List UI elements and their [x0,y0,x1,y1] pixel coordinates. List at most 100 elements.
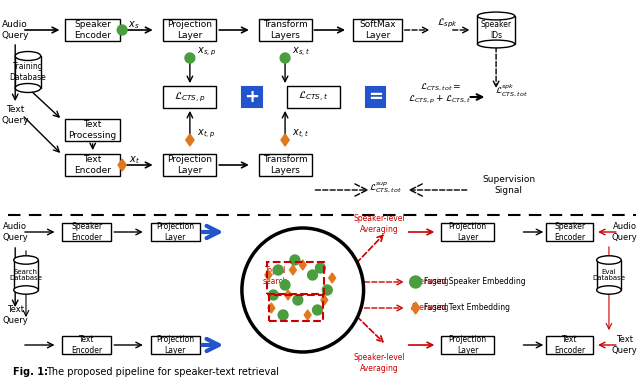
FancyBboxPatch shape [62,223,111,241]
FancyBboxPatch shape [150,223,200,241]
Text: Projection
Layer: Projection Layer [156,335,194,355]
FancyBboxPatch shape [15,56,41,88]
Circle shape [280,280,290,290]
FancyBboxPatch shape [242,87,262,107]
Circle shape [290,255,300,265]
FancyBboxPatch shape [150,336,200,354]
Text: The proposed pipeline for speaker-text retrieval: The proposed pipeline for speaker-text r… [45,367,278,377]
Text: Transform
Layers: Transform Layers [262,155,307,175]
Text: $\mathcal{L}_{CTS,tot} =$
$\mathcal{L}_{CTS,p}+\mathcal{L}_{CTS,t}$: $\mathcal{L}_{CTS,tot} =$ $\mathcal{L}_{… [408,82,472,106]
Text: $\mathcal{L}_{spk}$: $\mathcal{L}_{spk}$ [437,16,458,30]
Text: Audio
Query: Audio Query [1,20,29,40]
Circle shape [293,295,303,305]
Text: Projection
Layer: Projection Layer [449,222,486,242]
Circle shape [117,25,127,35]
Text: Projection
Layer: Projection Layer [449,335,486,355]
Circle shape [308,270,317,280]
Ellipse shape [477,40,515,48]
Text: Text
Query: Text Query [1,105,29,125]
Text: Fused Text Embedding: Fused Text Embedding [424,304,511,312]
Polygon shape [304,310,311,320]
Circle shape [410,276,422,288]
Circle shape [242,228,364,352]
Text: $x_{s,p}$: $x_{s,p}$ [196,46,216,58]
Text: $x_{t,t}$: $x_{t,t}$ [292,127,309,141]
Polygon shape [118,159,126,171]
Circle shape [273,265,283,275]
Polygon shape [289,265,296,275]
Text: Eval
Database: Eval Database [593,269,625,282]
Circle shape [312,305,323,315]
FancyBboxPatch shape [259,19,312,41]
Text: Audio
Query: Audio Query [612,222,637,242]
Text: Speaker
Encoder: Speaker Encoder [74,20,111,40]
FancyBboxPatch shape [441,336,494,354]
FancyBboxPatch shape [13,260,38,290]
Polygon shape [412,302,420,314]
Text: Transform
Layers: Transform Layers [262,20,307,40]
Text: Speaker
Encoder: Speaker Encoder [554,222,585,242]
Text: $\mathcal{L}^{spk}_{CTS,tot}$: $\mathcal{L}^{spk}_{CTS,tot}$ [495,83,528,99]
Polygon shape [285,290,291,300]
Text: Speaker-level
Averaging: Speaker-level Averaging [353,214,405,234]
Text: $x_t$: $x_t$ [129,154,140,166]
Text: $\mathcal{L}^{sup}_{CTS,tot}$: $\mathcal{L}^{sup}_{CTS,tot}$ [369,180,401,195]
FancyBboxPatch shape [65,154,120,176]
Ellipse shape [477,12,515,20]
Text: Speaker-level
Averaging: Speaker-level Averaging [353,353,405,373]
Ellipse shape [15,52,41,60]
FancyBboxPatch shape [65,19,120,41]
Text: $x_{s,t}$: $x_{s,t}$ [292,46,310,59]
Circle shape [316,263,325,273]
Text: +: + [244,88,259,106]
FancyBboxPatch shape [163,154,216,176]
Text: Speaker
IDs: Speaker IDs [481,20,511,40]
Text: Projection
Layer: Projection Layer [168,155,212,175]
Circle shape [278,310,288,320]
Text: Projection
Layer: Projection Layer [168,20,212,40]
Text: Text
Encoder: Text Encoder [71,335,102,355]
Text: Text
Encoder: Text Encoder [554,335,585,355]
Ellipse shape [13,286,38,294]
FancyBboxPatch shape [287,86,340,108]
Text: Text
Processing: Text Processing [68,120,117,140]
FancyBboxPatch shape [259,154,312,176]
FancyBboxPatch shape [596,260,621,290]
FancyBboxPatch shape [365,87,385,107]
FancyBboxPatch shape [441,223,494,241]
Text: $x_{t,p}$: $x_{t,p}$ [196,128,215,140]
Ellipse shape [596,286,621,294]
FancyBboxPatch shape [546,223,593,241]
Text: Projection
Layer: Projection Layer [156,222,194,242]
Ellipse shape [596,256,621,264]
Polygon shape [329,273,335,283]
Polygon shape [265,270,272,280]
FancyBboxPatch shape [62,336,111,354]
FancyBboxPatch shape [353,19,402,41]
Text: SoftMax
Layer: SoftMax Layer [359,20,396,40]
Text: Top-N
search: Top-N search [262,266,288,286]
Text: Fused Speaker Embedding: Fused Speaker Embedding [424,277,526,287]
FancyBboxPatch shape [65,119,120,141]
Polygon shape [281,134,289,146]
Text: Averaging: Averaging [411,277,449,287]
Polygon shape [300,260,306,270]
Text: Supervision
Signal: Supervision Signal [483,175,536,195]
FancyBboxPatch shape [163,19,216,41]
Circle shape [268,290,278,300]
Text: Text
Query: Text Query [3,305,28,325]
Text: Text
Query: Text Query [612,335,637,355]
Polygon shape [186,134,194,146]
Text: Audio
Query: Audio Query [3,222,28,242]
Polygon shape [321,295,328,305]
Text: $\mathcal{L}_{CTS,t}$: $\mathcal{L}_{CTS,t}$ [298,90,329,104]
Text: Fig. 1:: Fig. 1: [13,367,48,377]
Ellipse shape [13,256,38,264]
Text: Search
Database: Search Database [10,269,42,282]
Text: $\mathcal{L}_{CTS,p}$: $\mathcal{L}_{CTS,p}$ [174,90,205,104]
Circle shape [185,53,195,63]
Ellipse shape [15,84,41,92]
Text: $x_s$: $x_s$ [128,19,140,31]
Text: Text
Encoder: Text Encoder [74,155,111,175]
FancyBboxPatch shape [477,16,515,44]
